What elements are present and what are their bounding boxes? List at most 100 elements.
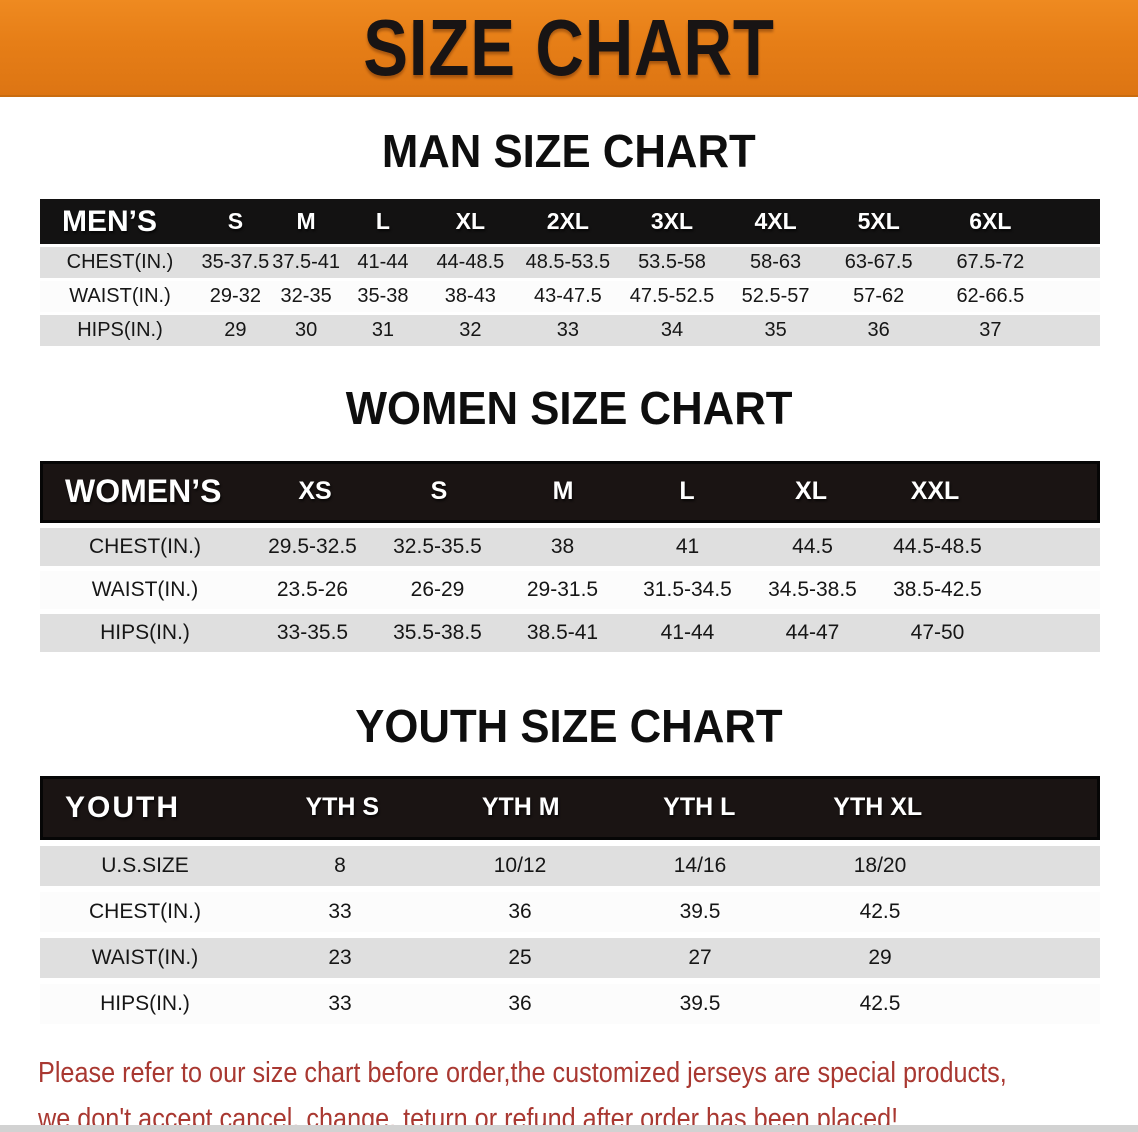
youth-col-m: YTH M xyxy=(481,793,560,822)
man-heading-text: MAN SIZE CHART xyxy=(382,125,756,177)
table-row: HIPS(IN.) 33-35.5 35.5-38.5 38.5-41 41-4… xyxy=(40,613,1100,652)
value-cell: 43-47.5 xyxy=(533,285,602,308)
table-row: WAIST(IN.) 29-32 32-35 35-38 38-43 43-47… xyxy=(40,281,1100,313)
row-label: CHEST(IN.) xyxy=(66,251,174,274)
women-col-xs: XS xyxy=(298,477,332,506)
women-heading-text: WOMEN SIZE CHART xyxy=(345,382,793,435)
table-row: CHEST(IN.) 35-37.5 37.5-41 41-44 44-48.5… xyxy=(40,247,1100,279)
table-row: U.S.SIZE 8 10/12 14/16 18/20 xyxy=(40,845,1100,886)
table-row: CHEST(IN.) 33 36 39.5 42.5 xyxy=(40,891,1100,932)
youth-size-table: YOUTH YTH S YTH M YTH L YTH XL U.S.SIZE … xyxy=(40,775,1100,1024)
row-label: U.S.SIZE xyxy=(101,853,189,877)
policy-line-1: Please refer to our size chart before or… xyxy=(38,1056,1007,1089)
value-cell: 34 xyxy=(660,319,684,342)
youth-section-heading: YOUTH SIZE CHART xyxy=(0,699,1138,752)
youth-col-s: YTH S xyxy=(305,793,380,822)
value-cell: 37.5-41 xyxy=(272,251,341,274)
value-cell: 35 xyxy=(764,319,787,342)
men-corner-label: MEN’S xyxy=(62,204,158,238)
row-label: HIPS(IN.) xyxy=(100,991,190,1015)
men-col-s: S xyxy=(227,208,244,235)
value-cell: 23 xyxy=(328,945,352,969)
table-row: HIPS(IN.) 33 36 39.5 42.5 xyxy=(40,983,1100,1024)
women-col-s: S xyxy=(430,477,448,506)
table-row: CHEST(IN.) 29.5-32.5 32.5-35.5 38 41 44.… xyxy=(40,527,1100,566)
women-col-xl: XL xyxy=(795,477,827,506)
value-cell: 25 xyxy=(508,945,532,969)
men-col-m: M xyxy=(296,208,316,235)
size-chart-banner: SIZE CHART xyxy=(0,0,1138,97)
value-cell: 42.5 xyxy=(859,991,901,1015)
value-cell: 38-43 xyxy=(444,285,496,308)
value-cell: 29-31.5 xyxy=(526,577,599,601)
men-col-2xl: 2XL xyxy=(546,208,589,235)
value-cell: 44-48.5 xyxy=(436,251,505,274)
women-col-l: L xyxy=(679,477,695,506)
value-cell: 53.5-58 xyxy=(638,251,706,274)
youth-table-header: YOUTH YTH S YTH M YTH L YTH XL xyxy=(40,775,1100,840)
men-table-header: MEN’S S M L XL 2XL 3XL 4XL 5XL 6XL xyxy=(40,199,1100,245)
women-section-heading: WOMEN SIZE CHART xyxy=(0,382,1138,435)
value-cell: 33-35.5 xyxy=(276,620,349,644)
value-cell: 33 xyxy=(328,899,352,923)
value-cell: 38 xyxy=(550,534,575,558)
men-col-xl: XL xyxy=(455,208,486,235)
value-cell: 36 xyxy=(508,991,532,1015)
order-policy-note: Please refer to our size chart before or… xyxy=(38,1050,1138,1132)
men-col-4xl: 4XL xyxy=(754,208,797,235)
value-cell: 62-66.5 xyxy=(956,285,1025,308)
value-cell: 38.5-41 xyxy=(526,620,599,644)
men-col-5xl: 5XL xyxy=(857,208,900,235)
men-col-3xl: 3XL xyxy=(650,208,694,235)
value-cell: 29 xyxy=(868,945,892,969)
men-size-table: MEN’S S M L XL 2XL 3XL 4XL 5XL 6XL CHEST… xyxy=(40,199,1100,347)
value-cell: 57-62 xyxy=(853,285,905,308)
row-label: WAIST(IN.) xyxy=(69,285,171,308)
youth-heading-text: YOUTH SIZE CHART xyxy=(355,699,783,752)
value-cell: 44-47 xyxy=(785,620,840,644)
value-cell: 41 xyxy=(675,534,700,558)
value-cell: 44.5-48.5 xyxy=(893,534,982,558)
value-cell: 38.5-42.5 xyxy=(893,577,982,601)
youth-col-xl: YTH XL xyxy=(833,793,923,822)
row-label: CHEST(IN.) xyxy=(89,899,201,923)
value-cell: 36 xyxy=(508,899,532,923)
value-cell: 29-32 xyxy=(209,285,261,308)
row-label: WAIST(IN.) xyxy=(91,577,199,601)
value-cell: 29.5-32.5 xyxy=(268,534,357,558)
value-cell: 42.5 xyxy=(859,899,901,923)
value-cell: 35-38 xyxy=(357,285,409,308)
value-cell: 41-44 xyxy=(660,620,715,644)
row-label: WAIST(IN.) xyxy=(91,945,199,969)
value-cell: 36 xyxy=(867,319,890,342)
value-cell: 33 xyxy=(556,319,580,342)
value-cell: 44.5 xyxy=(792,534,833,558)
youth-corner-label: YOUTH xyxy=(65,790,180,824)
women-corner-label: WOMEN’S xyxy=(65,473,222,510)
value-cell: 29 xyxy=(224,319,247,342)
table-row: WAIST(IN.) 23.5-26 26-29 29-31.5 31.5-34… xyxy=(40,570,1100,609)
man-section-heading: MAN SIZE CHART xyxy=(0,125,1138,177)
value-cell: 32.5-35.5 xyxy=(393,534,482,558)
value-cell: 63-67.5 xyxy=(844,251,913,274)
value-cell: 32 xyxy=(459,319,482,342)
value-cell: 30 xyxy=(295,319,318,342)
value-cell: 47.5-52.5 xyxy=(629,285,715,308)
men-col-6xl: 6XL xyxy=(969,208,1012,235)
value-cell: 14/16 xyxy=(673,853,727,877)
value-cell: 27 xyxy=(688,945,712,969)
women-col-xxl: XXL xyxy=(910,477,960,506)
youth-col-l: YTH L xyxy=(663,793,736,822)
value-cell: 8 xyxy=(334,853,346,877)
women-table-header: WOMEN’S XS S M L XL XXL xyxy=(40,460,1100,523)
value-cell: 41-44 xyxy=(357,251,409,274)
value-cell: 67.5-72 xyxy=(956,251,1025,274)
men-col-l: L xyxy=(375,208,390,235)
women-size-table: WOMEN’S XS S M L XL XXL CHEST(IN.) 29.5-… xyxy=(40,460,1100,652)
table-row: WAIST(IN.) 23 25 27 29 xyxy=(40,937,1100,978)
value-cell: 31 xyxy=(371,319,395,342)
table-row: HIPS(IN.) 29 30 31 32 33 34 35 36 37 xyxy=(40,315,1100,347)
value-cell: 58-63 xyxy=(750,251,802,274)
value-cell: 26-29 xyxy=(410,577,465,601)
value-cell: 31.5-34.5 xyxy=(643,577,732,601)
